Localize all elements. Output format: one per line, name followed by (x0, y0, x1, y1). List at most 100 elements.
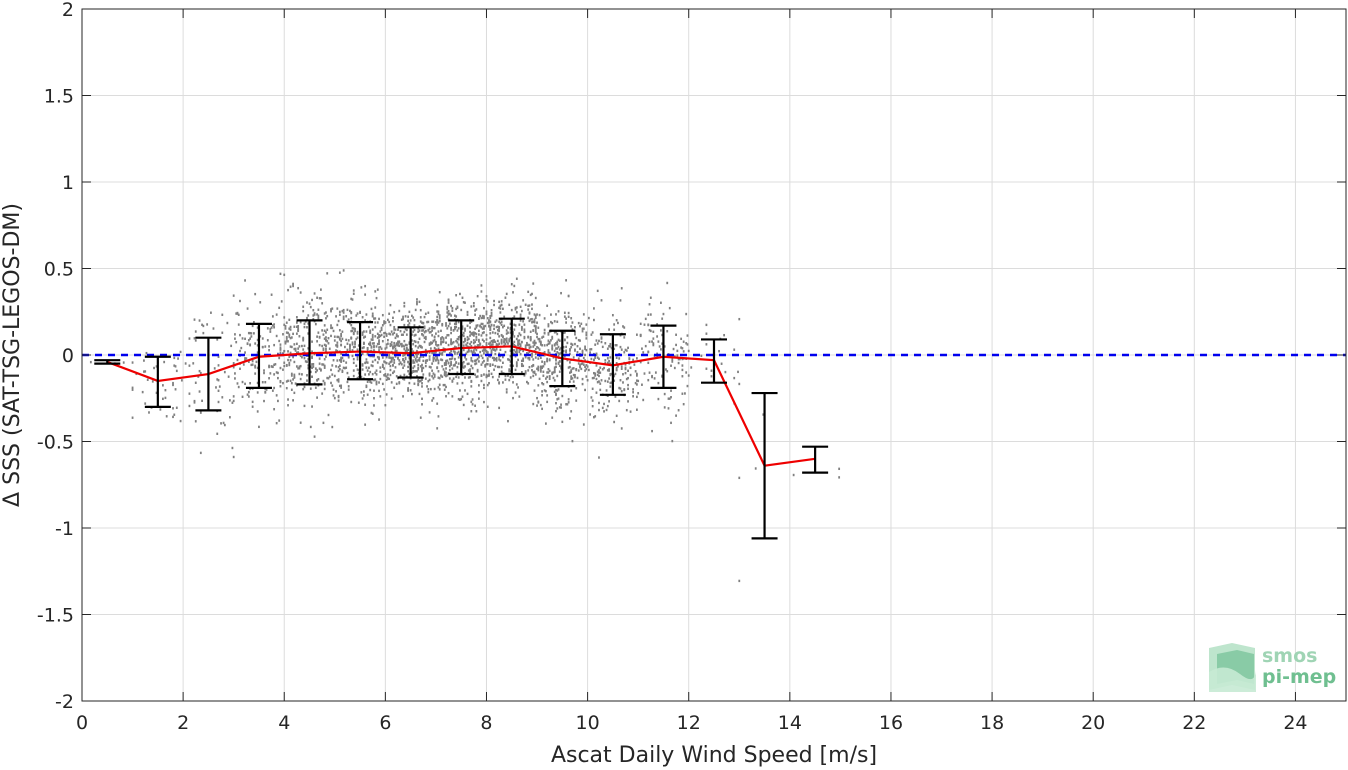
scatter-point (536, 346, 538, 349)
scatter-point (551, 346, 554, 349)
scatter-point (613, 347, 616, 351)
scatter-point (309, 365, 312, 368)
scatter-point (555, 388, 557, 392)
scatter-point (279, 347, 282, 351)
scatter-point (663, 392, 666, 396)
scatter-point (431, 334, 434, 337)
scatter-point (280, 300, 283, 303)
scatter-point (627, 400, 629, 403)
scatter-point (222, 421, 225, 425)
scatter-point (380, 328, 383, 331)
scatter-point (565, 349, 568, 352)
scatter-point (523, 328, 526, 331)
scatter-point (541, 344, 543, 347)
scatter-point (562, 349, 565, 353)
scatter-point (398, 309, 401, 313)
scatter-point (351, 349, 354, 352)
scatter-point (332, 394, 335, 397)
scatter-point (483, 359, 485, 363)
scatter-point (299, 320, 302, 324)
scatter-point (385, 375, 388, 378)
scatter-point (515, 383, 518, 386)
scatter-point (512, 375, 514, 379)
scatter-point (585, 348, 588, 352)
scatter-point (531, 365, 533, 368)
scatter-point (416, 300, 418, 304)
scatter-point (570, 370, 573, 374)
scatter-point (543, 361, 546, 364)
scatter-point (446, 327, 449, 330)
scatter-point (558, 364, 561, 368)
scatter-point (241, 337, 244, 340)
scatter-point (508, 303, 511, 306)
scatter-point (483, 383, 485, 387)
x-tick-label: 6 (379, 712, 391, 734)
scatter-point (371, 336, 374, 339)
scatter-point (146, 378, 149, 381)
scatter-point (552, 371, 555, 374)
scatter-point (666, 281, 669, 285)
scatter-point (673, 366, 676, 370)
scatter-point (143, 359, 145, 362)
scatter-point (226, 321, 229, 325)
scatter-point (529, 338, 532, 342)
scatter-point (635, 395, 638, 399)
scatter-point (557, 397, 560, 400)
scatter-point (705, 343, 708, 346)
scatter-point (341, 309, 344, 313)
scatter-point (445, 385, 447, 389)
scatter-point (542, 370, 545, 374)
scatter-point (457, 362, 460, 365)
scatter-point (577, 369, 580, 372)
error-bar (397, 326, 424, 379)
scatter-point (417, 380, 420, 383)
scatter-point (471, 331, 474, 335)
scatter-point (547, 325, 550, 328)
scatter-point (368, 366, 370, 369)
scatter-point (161, 384, 164, 387)
scatter-point (413, 355, 416, 358)
scatter-point (644, 344, 647, 348)
scatter-point (480, 374, 483, 377)
scatter-point (620, 365, 623, 368)
scatter-point (431, 326, 434, 329)
scatter-point (256, 410, 259, 413)
scatter-point (431, 320, 434, 323)
scatter-point (356, 376, 359, 380)
scatter-point (306, 379, 308, 382)
scatter-point (466, 362, 469, 366)
scatter-point (455, 315, 458, 318)
scatter-point (477, 329, 480, 333)
scatter-point (351, 343, 354, 346)
scatter-point (528, 319, 531, 323)
scatter-point (365, 330, 368, 333)
scatter-point (321, 329, 324, 332)
scatter-point (533, 343, 536, 347)
scatter-point (569, 371, 571, 374)
scatter-point (362, 346, 365, 349)
scatter-point (428, 327, 431, 330)
scatter-point (534, 352, 537, 355)
scatter-point (569, 417, 571, 420)
scatter-point (232, 399, 235, 403)
scatter-point (519, 348, 522, 351)
scatter-point (488, 373, 490, 376)
scatter-point (438, 377, 441, 380)
scatter-point (496, 343, 499, 347)
scatter-point (490, 352, 493, 355)
scatter-point (407, 365, 410, 369)
scatter-point (288, 355, 291, 358)
scatter-point (453, 326, 456, 330)
scatter-point (461, 327, 464, 330)
scatter-point (427, 320, 430, 324)
scatter-point (632, 395, 635, 398)
scatter-point (505, 292, 508, 296)
scatter-point (402, 366, 404, 369)
scatter-point (593, 307, 595, 310)
scatter-point (603, 402, 605, 406)
scatter-point (461, 363, 464, 366)
scatter-point (678, 357, 681, 361)
scatter-point (485, 363, 488, 366)
scatter-point (443, 370, 446, 373)
scatter-point (342, 315, 345, 318)
